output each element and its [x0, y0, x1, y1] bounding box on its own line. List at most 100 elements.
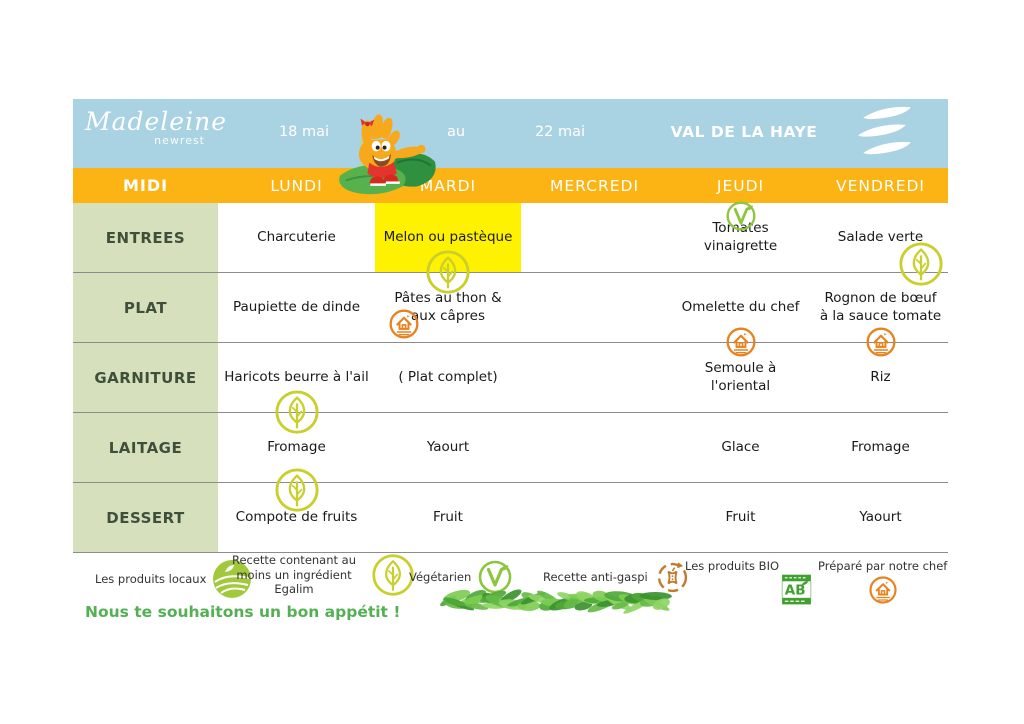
- dish-name: Rognon de bœuf à la sauce tomate: [819, 289, 942, 324]
- menu-header: Madeleine newrest 18 mai au 22 mai VAL D…: [73, 99, 948, 195]
- leaf-circle-icon: [898, 241, 944, 287]
- dish-name: Salade verte: [837, 228, 924, 245]
- cell-entrees-lundi: Charcuterie: [218, 203, 375, 272]
- menu-row-plat: PLAT Paupiette de dinde Pâtes au thon & au…: [73, 273, 948, 357]
- cell-entrees-mercredi: [521, 203, 668, 272]
- house-circle-icon: [388, 308, 420, 340]
- legend-item-egalim: Recette contenant au moins un ingrédient…: [223, 553, 415, 597]
- legend-label: Recette contenant au moins un ingrédient…: [231, 553, 357, 597]
- legend-label: Les produits BIO: [685, 559, 780, 573]
- day-header-mercredi: MERCREDI: [549, 176, 640, 195]
- legend-item-bio: Les produits BIO AB: [685, 559, 816, 605]
- cell-garniture-jeudi: Semoule à l'oriental: [668, 343, 813, 412]
- dish-name: Paupiette de dinde: [232, 298, 361, 315]
- dish-name: Fruit: [725, 508, 756, 525]
- cell-dessert-lundi: Compote de fruits: [218, 483, 375, 552]
- cell-laitage-mercredi: [521, 413, 668, 482]
- meal-label: MIDI: [122, 176, 169, 195]
- legend-label: Préparé par notre chef: [818, 559, 948, 573]
- leaf-circle-icon: [274, 389, 320, 435]
- dish-name: Yaourt: [859, 508, 902, 525]
- dish-name: Fromage: [267, 438, 326, 455]
- legend-item-local: Les produits locaux: [95, 559, 252, 599]
- cell-dessert-vendredi: Yaourt: [813, 483, 948, 552]
- site-name: VAL DE LA HAYE: [670, 123, 818, 141]
- day-header-lundi: LUNDI: [270, 176, 323, 195]
- dish-name: Omelette du chef: [681, 298, 800, 315]
- dish-name: Glace: [721, 438, 760, 455]
- day-header-vendredi: VENDREDI: [836, 176, 925, 195]
- legend: Les produits locaux Recette contenant au…: [73, 553, 948, 611]
- leaf-circle-icon: [425, 249, 471, 295]
- weekly-menu-document: Madeleine newrest 18 mai au 22 mai VAL D…: [73, 99, 948, 639]
- cell-plat-mardi: Pâtes au thon & aux câpres: [375, 273, 521, 342]
- cell-entrees-mardi: Melon ou pastèque: [375, 203, 521, 294]
- row-label-laitage: LAITAGE: [73, 413, 218, 482]
- grass-illustration: [438, 586, 676, 616]
- dish-name: Yaourt: [426, 438, 470, 455]
- dish-name: ( Plat complet): [398, 368, 498, 385]
- date-separator: au: [446, 124, 466, 140]
- dish-name: Semoule à l'oriental: [704, 359, 777, 394]
- dish-name: Fromage: [851, 438, 910, 455]
- row-label-garniture: GARNITURE: [73, 343, 218, 412]
- house-circle-icon: [868, 575, 898, 605]
- cell-laitage-jeudi: Glace: [668, 413, 813, 482]
- brand-subtitle: newrest: [154, 134, 205, 147]
- legend-label: Végétarien: [409, 569, 472, 584]
- mascot-illustration: [329, 101, 445, 205]
- house-circle-icon: [725, 326, 757, 358]
- field-circle-icon: [212, 559, 252, 599]
- cell-garniture-lundi: Haricots beurre à l'ail: [218, 343, 375, 434]
- legend-item-antigaspi: Recette anti-gaspi: [543, 559, 691, 596]
- v-circle-icon: [725, 200, 757, 232]
- menu-row-dessert: DESSERT Compote de fruits Fruit Fruit Yaourt: [73, 483, 948, 553]
- brand-logo: Madeleine newrest: [85, 107, 227, 147]
- house-circle-icon: [865, 326, 897, 358]
- dish-name: Compote de fruits: [235, 508, 358, 525]
- cell-entrees-jeudi: Tomates vinaigrette: [668, 200, 813, 272]
- row-label-dessert: DESSERT: [73, 483, 218, 552]
- cell-entrees-vendredi: Salade verte: [813, 203, 948, 286]
- cell-dessert-mardi: Fruit: [375, 483, 521, 552]
- menu-row-garniture: GARNITURE Haricots beurre à l'ail ( Plat …: [73, 343, 948, 434]
- cell-plat-jeudi: Omelette du chef: [668, 273, 813, 357]
- cell-garniture-vendredi: Riz: [813, 343, 948, 412]
- leaf-circle-icon: [371, 553, 415, 597]
- dish-name: Haricots beurre à l'ail: [224, 368, 369, 385]
- dish-name: Riz: [870, 368, 891, 385]
- cell-dessert-jeudi: Fruit: [668, 483, 813, 552]
- footer-message: Nous te souhaitons un bon appétit !: [85, 603, 401, 621]
- date-start: 18 mai: [278, 124, 330, 140]
- cell-laitage-vendredi: Fromage: [813, 413, 948, 482]
- row-label-entrees: ENTREES: [73, 203, 218, 272]
- cell-garniture-mercredi: [521, 343, 668, 412]
- menu-row-laitage: LAITAGE Fromage Yaourt Glace Fromage: [73, 413, 948, 512]
- dish-name: Pâtes au thon & aux câpres: [394, 289, 502, 324]
- legend-item-chef: Préparé par notre chef: [818, 559, 947, 605]
- date-end: 22 mai: [534, 124, 586, 140]
- dish-name: Charcuterie: [257, 228, 336, 245]
- newrest-swoosh-logo-icon: [851, 104, 915, 162]
- ab-organic-label-icon: AB: [781, 572, 812, 608]
- cell-dessert-mercredi: [521, 483, 668, 552]
- anti-waste-circle-icon: [654, 559, 691, 596]
- cell-plat-mercredi: [521, 273, 668, 342]
- cell-garniture-mardi: ( Plat complet): [375, 343, 521, 412]
- cell-plat-vendredi: Rognon de bœuf à la sauce tomate: [813, 273, 948, 357]
- menu-grid: ENTREES Charcuterie Melon ou pastèque Toma…: [73, 200, 948, 553]
- day-header-mardi: MARDI: [419, 176, 477, 195]
- cell-plat-lundi: Paupiette de dinde: [218, 273, 375, 342]
- day-band: MIDI LUNDI MARDI MERCREDI JEUDI VENDREDI: [73, 168, 948, 203]
- dish-name: Melon ou pastèque: [383, 228, 513, 245]
- row-label-plat: PLAT: [73, 273, 218, 342]
- dish-name: Tomates vinaigrette: [703, 219, 778, 254]
- leaf-circle-icon: [274, 467, 320, 513]
- legend-label: Les produits locaux: [95, 571, 207, 586]
- day-header-jeudi: JEUDI: [716, 176, 765, 195]
- legend-label: Recette anti-gaspi: [543, 570, 648, 585]
- svg-text:AB: AB: [785, 583, 806, 599]
- cell-laitage-mardi: Yaourt: [375, 413, 521, 482]
- dish-name: Fruit: [433, 508, 463, 525]
- brand-name: Madeleine: [85, 107, 227, 136]
